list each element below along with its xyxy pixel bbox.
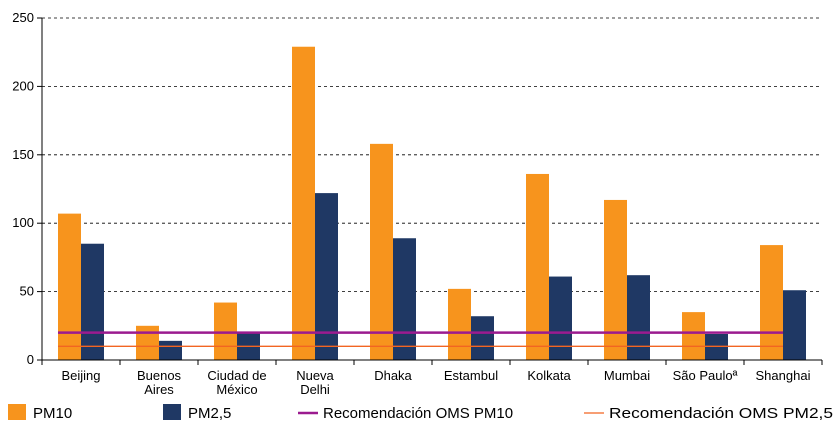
bar-pm10 bbox=[682, 312, 705, 360]
x-category-label: Ciudad de bbox=[207, 368, 266, 383]
legend-swatch-pm25 bbox=[163, 404, 181, 420]
x-category-label: São Pauloª bbox=[673, 368, 738, 383]
bar-pm25 bbox=[783, 290, 806, 360]
bar-pm10 bbox=[370, 143, 393, 360]
legend: PM10 PM2,5 Recomendación OMS PM10 Recomenda… bbox=[8, 404, 833, 422]
y-tick-label: 0 bbox=[27, 352, 34, 367]
bar-pm25 bbox=[81, 243, 104, 360]
x-category-label: Dhaka bbox=[374, 368, 412, 383]
legend-label-ref-pm25: Recomendación OMS PM2,5 bbox=[609, 405, 833, 422]
bar-pm10 bbox=[136, 325, 159, 360]
y-tick-label: 250 bbox=[12, 10, 34, 25]
legend-label-pm25: PM2,5 bbox=[188, 405, 231, 422]
x-category-label: Beijing bbox=[61, 368, 100, 383]
x-category-label: México bbox=[216, 382, 257, 397]
y-tick-label: 150 bbox=[12, 147, 34, 162]
bar-pm25 bbox=[549, 276, 572, 360]
y-axis: 0 50 100 150 200 250 bbox=[12, 10, 43, 367]
y-tick-label: 50 bbox=[20, 284, 34, 299]
bar-pm25 bbox=[393, 238, 416, 360]
x-category-label: Kolkata bbox=[527, 368, 571, 383]
bar-pm10 bbox=[292, 46, 315, 361]
x-category-label: Delhi bbox=[300, 382, 330, 397]
x-category-label: Shanghai bbox=[756, 368, 811, 383]
bar-pm25 bbox=[315, 193, 338, 360]
grid-lines bbox=[42, 17, 822, 293]
bar-pm10 bbox=[526, 173, 549, 360]
bar-pm10 bbox=[448, 288, 471, 360]
x-category-label: Mumbai bbox=[604, 368, 650, 383]
y-tick-label: 200 bbox=[12, 78, 34, 93]
y-tick-label: 100 bbox=[12, 215, 34, 230]
x-category-label: Buenos bbox=[137, 368, 182, 383]
legend-label-pm10: PM10 bbox=[33, 405, 72, 422]
bar-pm25 bbox=[705, 334, 728, 360]
reference-lines bbox=[58, 331, 783, 347]
bar-pm25 bbox=[159, 340, 182, 360]
bar-pm25 bbox=[471, 316, 494, 360]
legend-label-ref-pm10: Recomendación OMS PM10 bbox=[323, 405, 513, 422]
x-category-label: Aires bbox=[144, 382, 174, 397]
bar-pm10 bbox=[214, 302, 237, 360]
bar-pm10 bbox=[58, 213, 81, 360]
x-category-label: Estambul bbox=[444, 368, 498, 383]
bars bbox=[58, 46, 806, 361]
bar-pm10 bbox=[760, 245, 783, 360]
x-category-label: Nueva bbox=[296, 368, 334, 383]
bar-pm25 bbox=[627, 275, 650, 360]
bar-pm10 bbox=[604, 199, 627, 360]
legend-swatch-pm10 bbox=[8, 404, 26, 420]
